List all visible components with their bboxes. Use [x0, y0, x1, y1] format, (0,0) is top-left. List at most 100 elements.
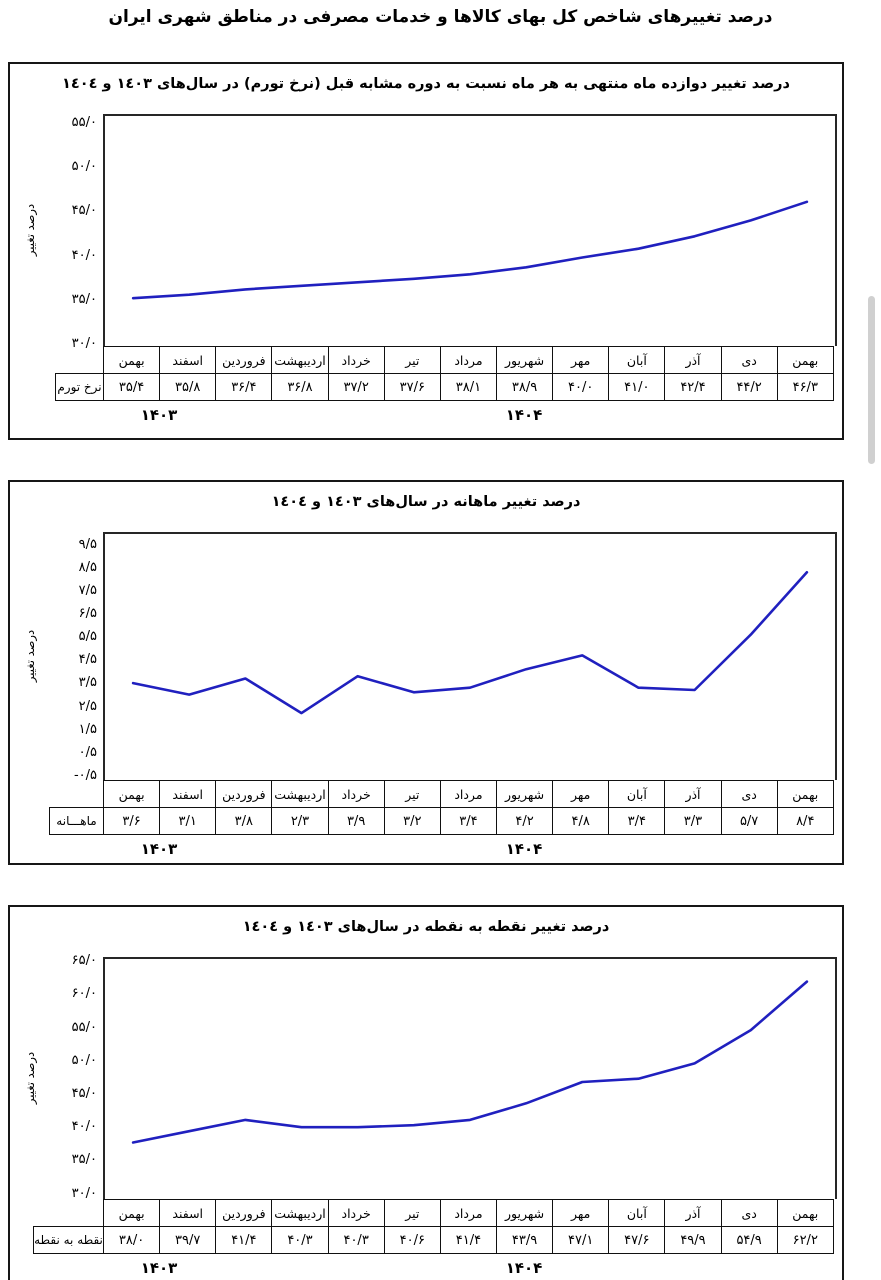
y-tick-label: ۶۰/۰ [71, 985, 97, 1001]
month-cell: فروردین [215, 780, 273, 808]
y-tick-label: ۳/۵ [78, 675, 97, 691]
value-cell: ۳۸/۱ [439, 373, 497, 401]
value-cell: ۴/۲ [495, 807, 554, 835]
series-row-label: نقطه به نقطه [33, 1226, 104, 1254]
month-cell: اردیبهشت [271, 346, 329, 374]
month-cell: مرداد [439, 346, 497, 374]
months-header-row: بهمن اسفند فروردین اردیبهشت خرداد تیر مرداد شهر… [34, 1199, 834, 1227]
month-cell: بهمن [102, 346, 161, 374]
year-label-1404: ۱۴۰۴ [505, 1259, 543, 1277]
values-row: نرخ تورم ۳۵/۴ ۳۵/۸ ۳۶/۴ ۳۶/۸ ۳۷/۲ ۳۷/۶ ۳۸/۱ ۳۸/۹… [55, 373, 834, 401]
month-cell: تیر [383, 1199, 441, 1227]
y-tick-label: ۴۵/۰ [71, 1085, 97, 1101]
year-label-1403: ۱۴۰۳ [140, 1259, 178, 1277]
chart-panel: درصد تغییر دوازده ماه منتهی به هر ماه نس… [8, 62, 844, 440]
month-cell: بهمن [102, 1199, 161, 1227]
value-cell: ۵/۷ [720, 807, 778, 835]
value-cell: ۳۷/۶ [383, 373, 441, 401]
month-cell: اردیبهشت [271, 1199, 329, 1227]
value-cell: ۳/۴ [439, 807, 497, 835]
value-cell: ۴۷/۶ [608, 1226, 666, 1254]
y-tick-label: ۲/۵ [78, 698, 97, 714]
month-cell: آذر [664, 346, 722, 374]
month-cell: فروردین [215, 346, 273, 374]
year-labels-row: ۱۴۰۳ ۱۴۰۴ [103, 401, 833, 431]
chart-title: درصد تغییر نقطه به نقطه در سال‌های ۱٤۰۳ … [242, 919, 610, 935]
year-labels-row: ۱۴۰۳ ۱۴۰۴ [103, 1254, 833, 1280]
month-cell: فروردین [215, 1199, 273, 1227]
y-tick-label: ۶۵/۰ [71, 952, 97, 968]
year-labels-row: ۱۴۰۳ ۱۴۰۴ [103, 835, 833, 865]
y-tick-label: ۳۵/۰ [71, 1152, 97, 1168]
value-cell: ۴۹/۹ [664, 1226, 722, 1254]
value-cell: ۳۹/۷ [159, 1226, 217, 1254]
y-tick-label: ۷/۵ [78, 582, 97, 598]
month-cell: بهمن [776, 346, 834, 374]
page-title: درصد تغییرهای شاخص کل بهای کالاها و خدما… [108, 7, 773, 27]
month-cell: دی [720, 1199, 778, 1227]
value-cell: ۳۸/۹ [495, 373, 554, 401]
month-cell: آبان [608, 346, 666, 374]
value-cell: ۴۰/۳ [327, 1226, 385, 1254]
value-cell: ۳/۶ [102, 807, 161, 835]
value-cell: ۸/۴ [776, 807, 834, 835]
year-label-1404: ۱۴۰۴ [505, 406, 543, 424]
scrollbar-thumb[interactable] [868, 296, 875, 464]
month-cell: اسفند [159, 346, 217, 374]
month-cell: آذر [664, 1199, 722, 1227]
plot-area [103, 114, 837, 346]
month-cell: آذر [664, 780, 722, 808]
plot-area [103, 532, 837, 780]
month-cell: آبان [608, 1199, 666, 1227]
month-cell: اسفند [159, 1199, 217, 1227]
value-cell: ۳۷/۲ [327, 373, 385, 401]
y-tick-label: ۴/۵ [78, 652, 97, 668]
data-line [131, 570, 809, 715]
y-tick-label: ۴۵/۰ [71, 203, 97, 219]
value-cell: ۳/۳ [664, 807, 722, 835]
value-cell: ۳/۹ [327, 807, 385, 835]
y-axis-ticks: ۹/۵ ۸/۵ ۷/۵ ۶/۵ ۵/۵ ۴/۵ ۳/۵ ۲/۵ ۱/۵ ۰/۵ -۰/۵ [10, 532, 97, 783]
y-tick-label: ۵۰/۰ [71, 158, 97, 174]
value-cell: ۳۸/۰ [102, 1226, 161, 1254]
chart-area: درصد تغییر ۵۵/۰ ۵۰/۰ ۴۵/۰ ۴۰/۰ ۳۵/۰ ۳۰/۰ [10, 114, 842, 351]
value-cell: ۳۶/۴ [215, 373, 273, 401]
month-cell: مرداد [439, 780, 497, 808]
month-cell: دی [720, 346, 778, 374]
value-cell: ۴۰/۰ [552, 373, 610, 401]
y-tick-label: ۳۵/۰ [71, 291, 97, 307]
y-tick-label: ۱/۵ [78, 721, 97, 737]
value-cell: ۳/۸ [215, 807, 273, 835]
month-cell: اردیبهشت [271, 780, 329, 808]
value-cell: ۳/۲ [383, 807, 441, 835]
month-cell: مهر [552, 1199, 610, 1227]
months-header-row: بهمن اسفند فروردین اردیبهشت خرداد تیر مرداد شهر… [56, 346, 834, 374]
month-cell: خرداد [327, 346, 385, 374]
y-tick-label: ۵۰/۰ [71, 1052, 97, 1068]
month-cell: شهریور [495, 1199, 554, 1227]
value-cell: ۴۱/۴ [215, 1226, 273, 1254]
year-label-1403: ۱۴۰۳ [140, 406, 178, 424]
month-cell: دی [720, 780, 778, 808]
month-cell: شهریور [495, 780, 554, 808]
y-tick-label: ۸/۵ [78, 559, 97, 575]
value-cell: ۴۳/۹ [495, 1226, 554, 1254]
y-tick-label: ۴۰/۰ [71, 1118, 97, 1134]
data-table: بهمن اسفند فروردین اردیبهشت خرداد تیر مرداد شهر… [55, 346, 834, 401]
table-corner-spacer [50, 781, 104, 808]
values-row: ماهـــانه ۳/۶ ۳/۱ ۳/۸ ۲/۳ ۳/۹ ۳/۲ ۳/۴ ۴/۲ ۴/۸ ۳/۴ ۳… [49, 807, 834, 835]
month-cell: آبان [608, 780, 666, 808]
value-cell: ۶۲/۲ [776, 1226, 834, 1254]
month-cell: اسفند [159, 780, 217, 808]
y-tick-label: ۰/۵ [78, 744, 97, 760]
month-cell: بهمن [102, 780, 161, 808]
value-cell: ۳/۴ [608, 807, 666, 835]
y-axis-ticks: ۵۵/۰ ۵۰/۰ ۴۵/۰ ۴۰/۰ ۳۵/۰ ۳۰/۰ [10, 114, 97, 351]
y-tick-label: ۶/۵ [78, 605, 97, 621]
value-cell: ۴۴/۲ [720, 373, 778, 401]
line-series [131, 570, 809, 715]
month-cell: مرداد [439, 1199, 497, 1227]
y-tick-label: ۵۵/۰ [71, 1019, 97, 1035]
month-cell: مهر [552, 780, 610, 808]
month-cell: تیر [383, 780, 441, 808]
